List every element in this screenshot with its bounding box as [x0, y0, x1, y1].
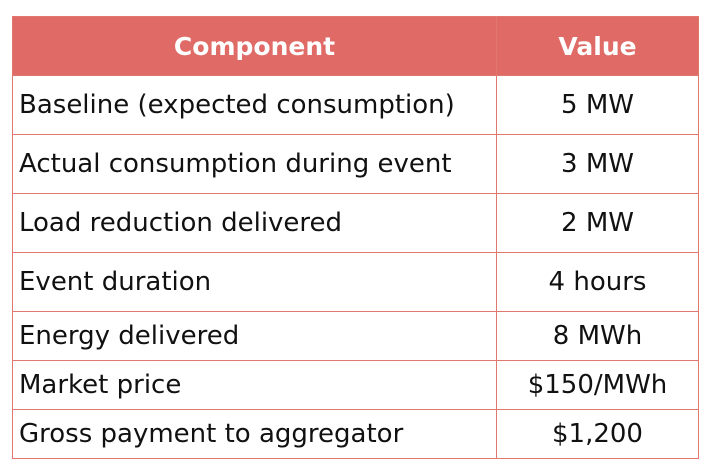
row-value: $1,200 [496, 409, 699, 459]
header-row: Component Value [12, 16, 699, 76]
row-component: Load reduction delivered [12, 193, 497, 253]
row-value: 8 MWh [496, 311, 699, 361]
row-value: 5 MW [496, 75, 699, 135]
table-row: Actual consumption during event 3 MW [12, 134, 699, 194]
row-component: Market price [12, 360, 497, 410]
demand-response-table: Component Value Baseline (expected consu… [12, 16, 699, 459]
row-value: $150/MWh [496, 360, 699, 410]
table-header: Component Value [12, 16, 699, 76]
row-value: 4 hours [496, 252, 699, 312]
row-component: Event duration [12, 252, 497, 312]
row-value: 2 MW [496, 193, 699, 253]
table-body: Baseline (expected consumption) 5 MW Act… [12, 75, 699, 459]
header-component: Component [12, 16, 497, 76]
row-component: Actual consumption during event [12, 134, 497, 194]
table-row: Gross payment to aggregator $1,200 [12, 409, 699, 459]
row-value: 3 MW [496, 134, 699, 194]
row-component: Energy delivered [12, 311, 497, 361]
row-component: Baseline (expected consumption) [12, 75, 497, 135]
table-row: Baseline (expected consumption) 5 MW [12, 75, 699, 135]
table-row: Market price $150/MWh [12, 360, 699, 410]
table-row: Event duration 4 hours [12, 252, 699, 312]
row-component: Gross payment to aggregator [12, 409, 497, 459]
table-row: Energy delivered 8 MWh [12, 311, 699, 361]
header-value: Value [496, 16, 699, 76]
table-row: Load reduction delivered 2 MW [12, 193, 699, 253]
